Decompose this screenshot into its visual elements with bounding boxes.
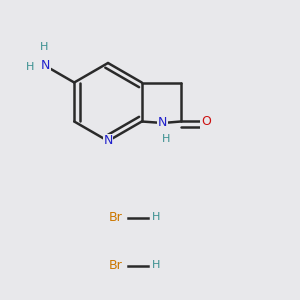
Text: N: N bbox=[41, 59, 50, 72]
Text: N: N bbox=[103, 134, 113, 148]
Text: Br: Br bbox=[109, 259, 122, 272]
Text: N: N bbox=[158, 116, 167, 130]
Text: H: H bbox=[40, 42, 48, 52]
Text: H: H bbox=[152, 212, 160, 223]
Text: O: O bbox=[201, 115, 211, 128]
Text: Br: Br bbox=[109, 211, 122, 224]
Text: H: H bbox=[152, 260, 160, 271]
Text: H: H bbox=[26, 62, 34, 72]
Text: H: H bbox=[162, 134, 170, 145]
